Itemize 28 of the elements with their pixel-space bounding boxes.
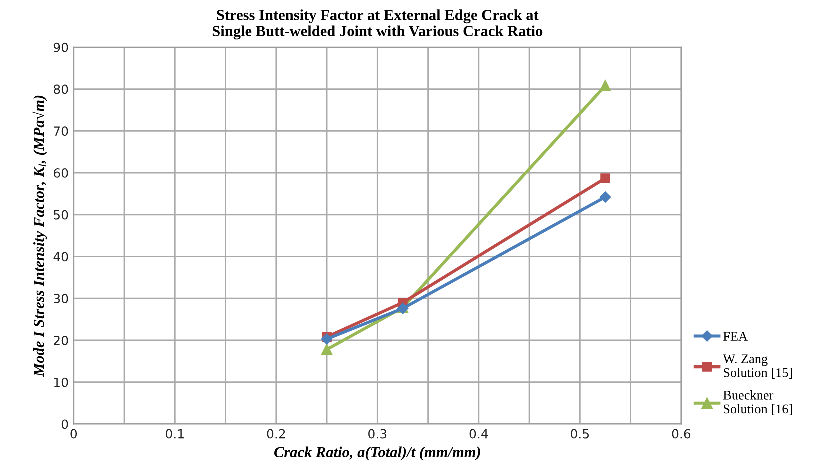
x-tick-label: 0.3 <box>368 429 387 439</box>
y-tick-label: 0 <box>62 420 68 430</box>
y-axis-title: Mode I Stress Intensity Factor, K$_{I}$, (MPa√m) <box>32 96 48 378</box>
y-tick-label: 90 <box>54 42 68 52</box>
y-tick-label: 20 <box>54 336 68 346</box>
x-tick-label: 0.4 <box>470 429 488 439</box>
legend-label: W. Zang Solution [15] <box>723 354 792 379</box>
legend-label: Bueckner Solution [16] <box>724 390 792 416</box>
chart-title: Stress Intensity Factor at External Edge Crack at Single Butt-welded Joint with Various Crack Ratio <box>212 10 543 40</box>
legend-label: FEA <box>724 332 748 341</box>
point <box>321 344 333 356</box>
point <box>600 174 610 184</box>
y-tick-label: 60 <box>54 168 68 178</box>
x-tick-label: 0.1 <box>166 429 184 439</box>
x-tick-label: 0.6 <box>672 429 691 439</box>
y-tick-label: 40 <box>54 252 68 262</box>
x-tick-label: 0.2 <box>267 429 286 439</box>
point <box>600 80 612 92</box>
y-tick-label: 50 <box>54 210 68 220</box>
y-tick-label: 80 <box>54 84 68 94</box>
point <box>600 192 612 203</box>
point <box>321 334 333 345</box>
y-tick-label: 10 <box>54 378 68 388</box>
x-tick-label: 0 <box>70 429 78 439</box>
x-axis-title: Crack Ratio, a(Total)/t (mm/mm) <box>274 446 480 461</box>
x-tick-label: 0.5 <box>571 429 590 439</box>
y-tick-label: 30 <box>54 294 68 304</box>
y-tick-label: 70 <box>54 126 68 136</box>
